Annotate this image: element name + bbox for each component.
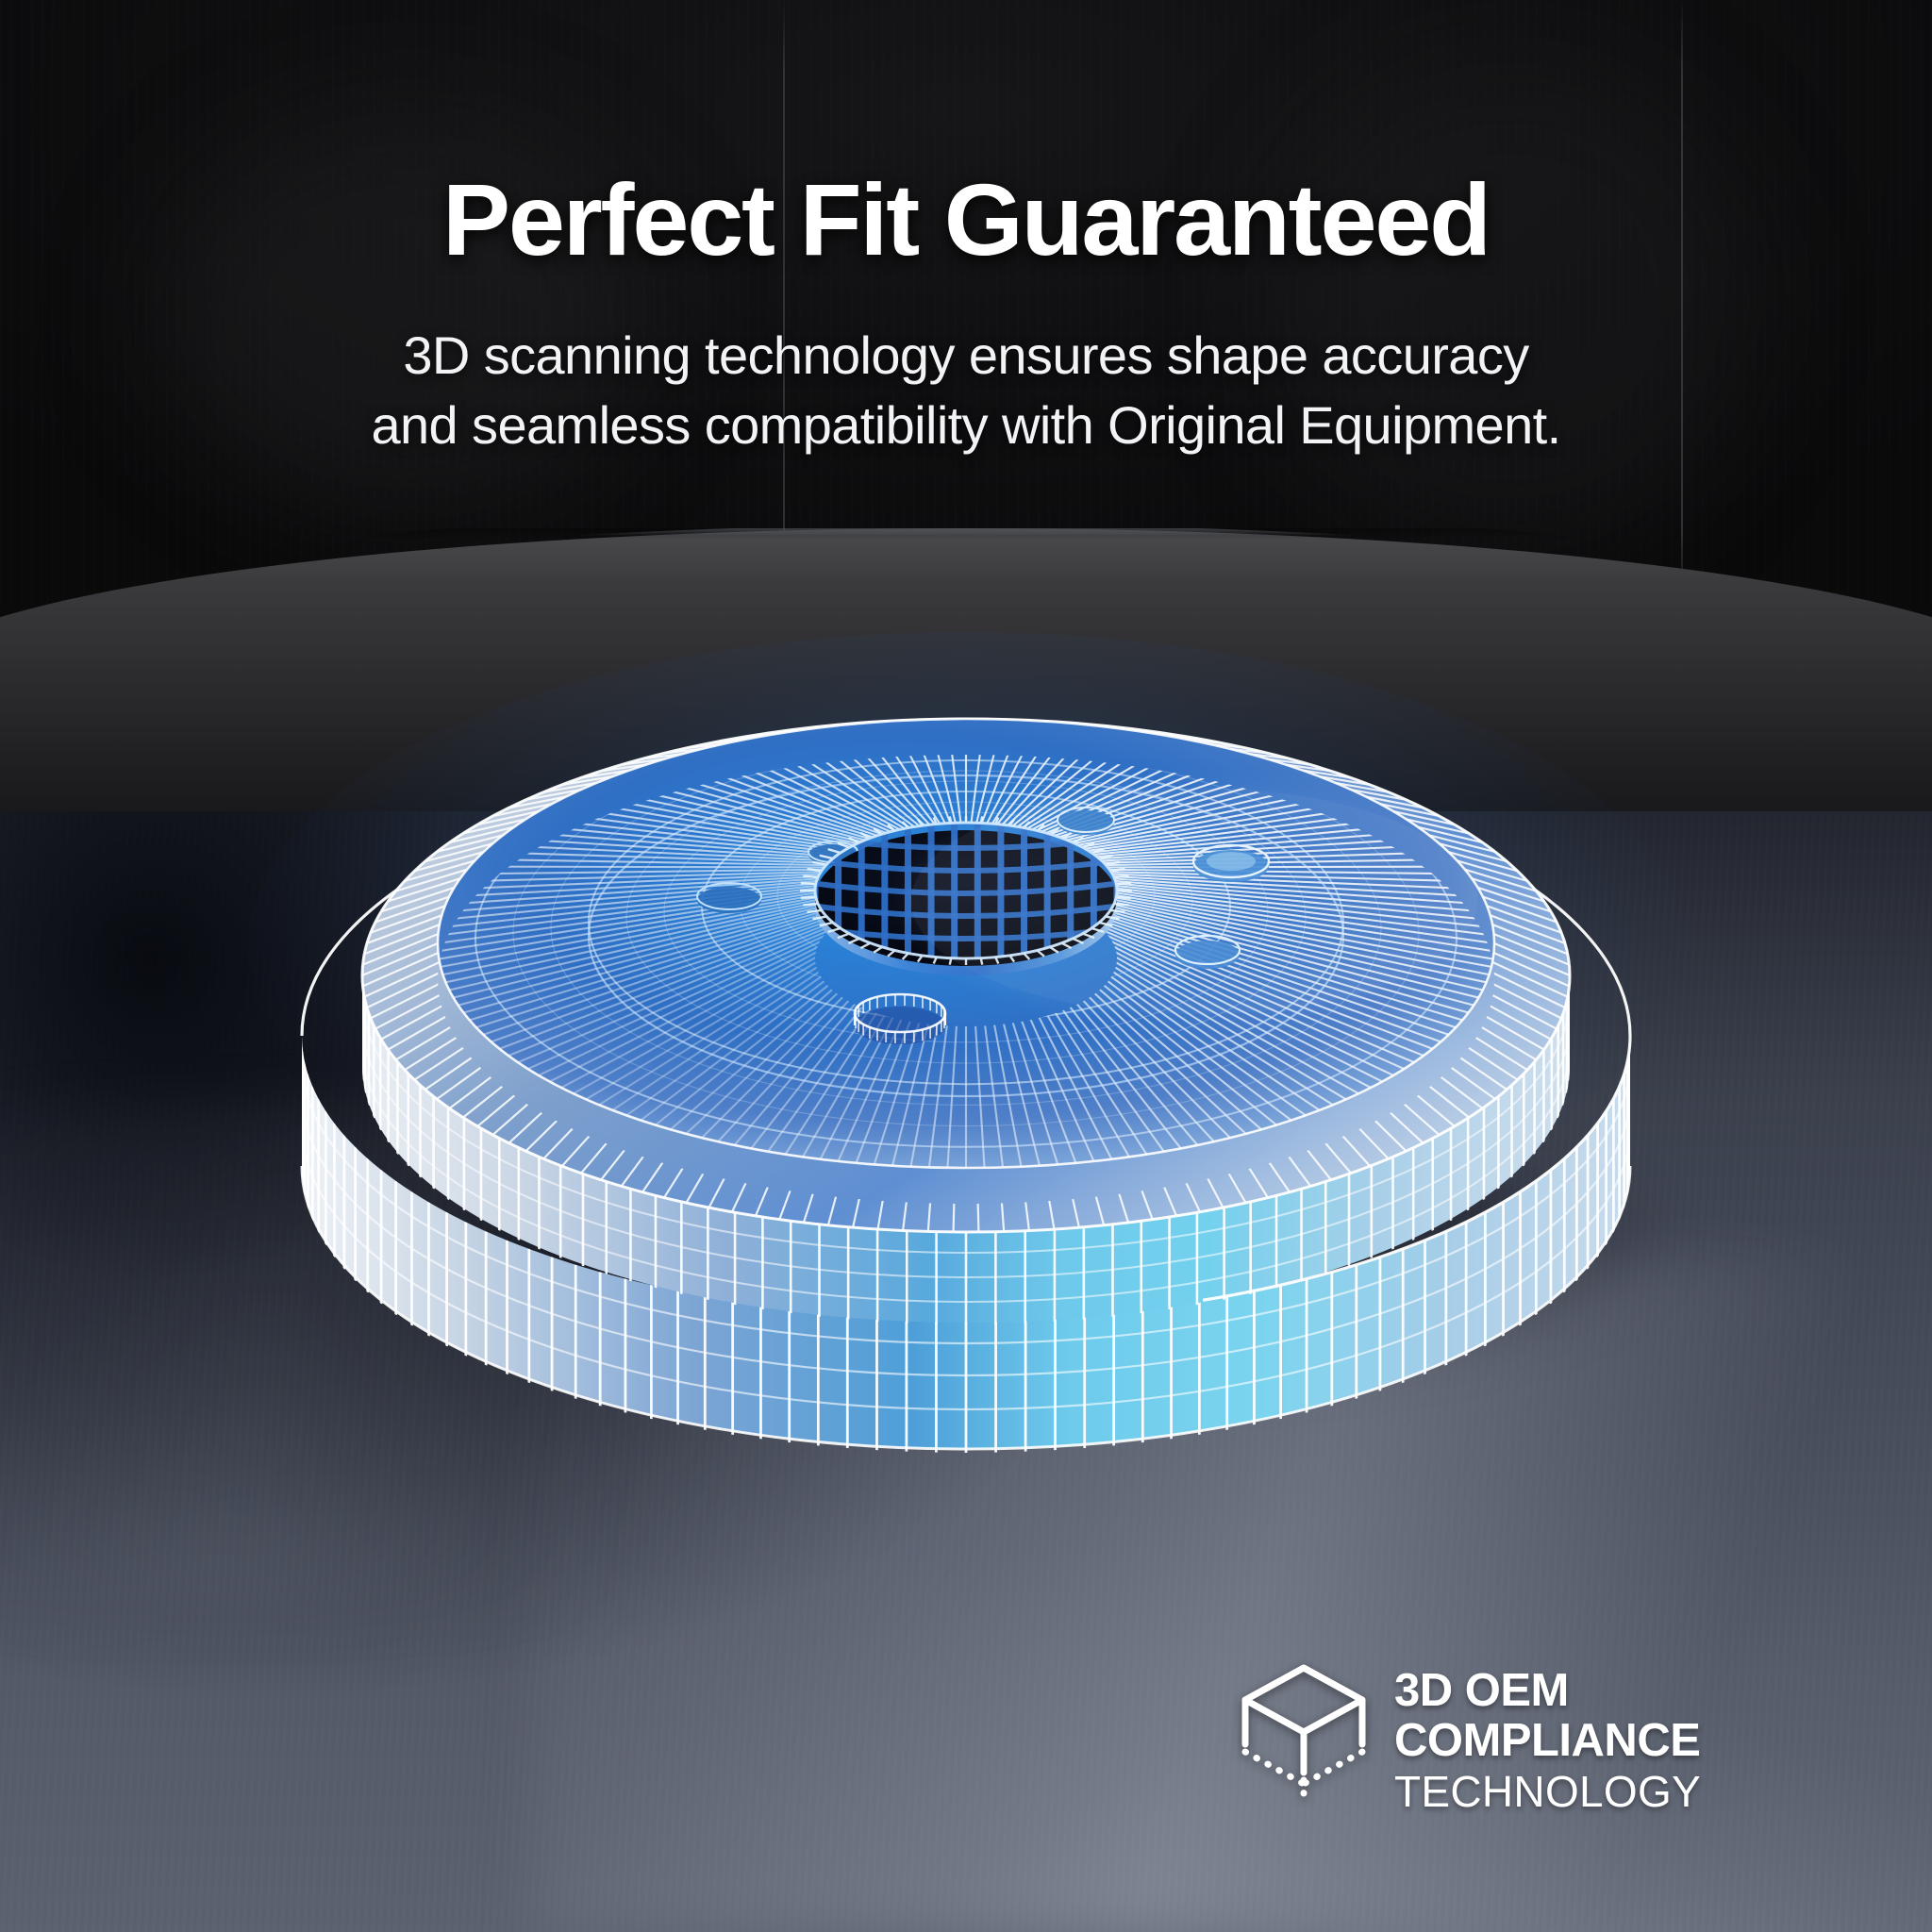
subtitle-line-2: and seamless compatibility with Original…	[371, 395, 1561, 456]
drum-lower-tier	[300, 1036, 1632, 1453]
bolt-hole	[853, 992, 947, 1044]
cube-wireframe-icon	[1241, 1664, 1366, 1797]
brake-drum-wireframe	[232, 632, 1700, 1547]
wall-blotch-right	[1264, 57, 1755, 547]
logo-line-1: 3D OEM	[1394, 1664, 1569, 1716]
logo-line-3: TECHNOLOGY	[1394, 1766, 1702, 1816]
wall-seam-left	[783, 0, 785, 604]
logo-text-block: 3D OEM COMPLIANCE TECHNOLOGY	[1394, 1664, 1702, 1816]
drum-upper-tier	[362, 975, 1570, 1324]
logo-lockup: 3D OEM COMPLIANCE TECHNOLOGY	[1238, 1641, 1823, 1840]
backdrop-wall	[0, 0, 1932, 604]
page-title: Perfect Fit Guaranteed	[442, 162, 1491, 276]
wall-blotch-left	[160, 113, 651, 509]
bolt-hole	[696, 882, 762, 913]
wall-seam-right	[1681, 0, 1683, 604]
drum-specular-highlight	[911, 788, 1477, 1014]
drum-svg	[249, 632, 1683, 1453]
page-subtitle: 3D scanning technology ensures shape acc…	[0, 321, 1932, 461]
wall-texture	[0, 0, 1932, 604]
subtitle-line-1: 3D scanning technology ensures shape acc…	[403, 325, 1529, 385]
logo-line-2: COMPLIANCE	[1394, 1715, 1701, 1767]
